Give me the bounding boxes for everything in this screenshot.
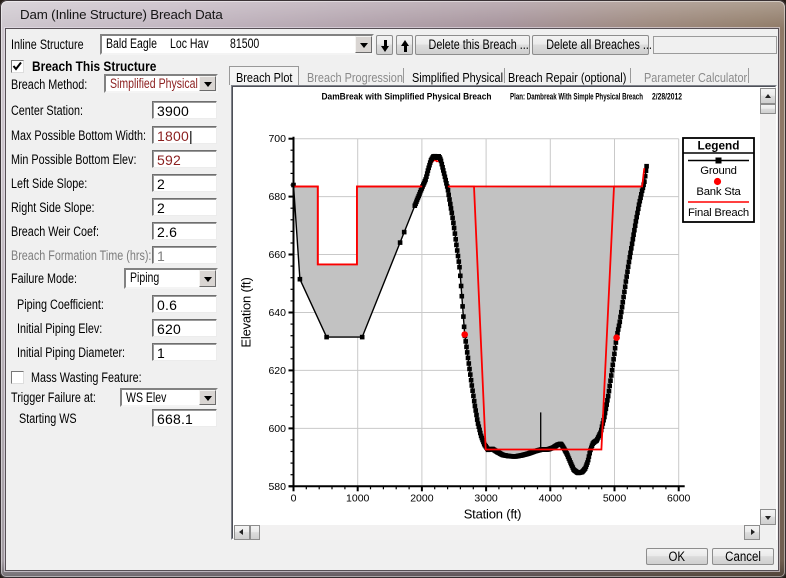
- svg-text:Final Breach: Final Breach: [688, 207, 749, 219]
- svg-text:2000: 2000: [410, 492, 434, 504]
- svg-text:Ground: Ground: [700, 165, 736, 177]
- svg-text:Plan: Dambreak With Simple Phy: Plan: Dambreak With Simple Physical Brea…: [510, 92, 643, 102]
- svg-text:0: 0: [291, 492, 297, 504]
- svg-text:5000: 5000: [603, 492, 627, 504]
- svg-text:Legend: Legend: [698, 139, 740, 153]
- svg-text:1000: 1000: [346, 492, 370, 504]
- svg-text:DamBreak with Simplified Physi: DamBreak with Simplified Physical Breach: [322, 92, 492, 102]
- svg-text:Elevation (ft): Elevation (ft): [239, 277, 254, 347]
- svg-text:700: 700: [268, 133, 286, 145]
- svg-text:580: 580: [268, 481, 286, 493]
- svg-text:3000: 3000: [474, 492, 498, 504]
- svg-text:2/28/2012: 2/28/2012: [652, 92, 682, 102]
- svg-text:6000: 6000: [667, 492, 691, 504]
- svg-text:600: 600: [268, 423, 286, 435]
- svg-text:4000: 4000: [539, 492, 563, 504]
- svg-text:620: 620: [268, 365, 286, 377]
- svg-text:Station (ft): Station (ft): [464, 507, 522, 522]
- svg-text:680: 680: [268, 191, 286, 203]
- svg-text:640: 640: [268, 307, 286, 319]
- svg-text:660: 660: [268, 249, 286, 261]
- svg-text:Bank Sta: Bank Sta: [696, 186, 741, 198]
